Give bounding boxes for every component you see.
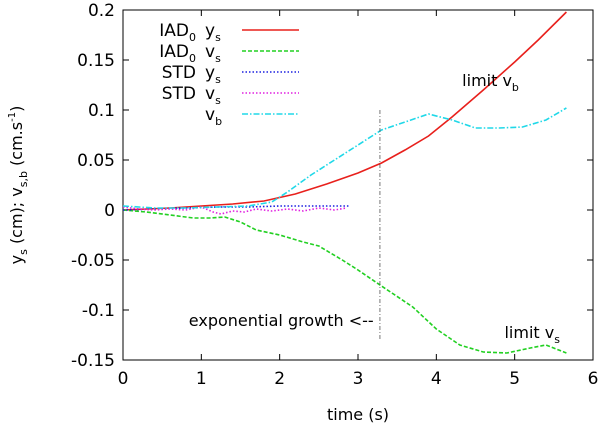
series-line-1 [122, 209, 567, 354]
legend-label-var: vb [205, 105, 222, 128]
legend-label-var: vs [205, 42, 221, 65]
y-tick-label: 0.1 [88, 101, 115, 121]
legend-entry-4: vb [205, 105, 299, 128]
legend-entry-2: STD ys [162, 63, 299, 86]
annotations: exponential growth <-- limit vb limit vs [189, 71, 560, 346]
x-tick-label: 2 [274, 369, 285, 389]
y-tick-label: 0.05 [77, 151, 115, 171]
legend-entry-0: IAD0 ys [159, 21, 299, 44]
axis-ticks: 0 1 2 3 4 5 6 -0.15 -0.1 -0.05 0 0.05 0.1 0.15 0.2 [71, 1, 598, 389]
legend-label-main: STD [162, 84, 196, 104]
annotation-limvs: limit vs [504, 323, 560, 346]
series-line-4 [122, 107, 567, 209]
legend-entry-1: IAD0 vs [159, 42, 299, 65]
y-tick-label: 0.15 [77, 51, 115, 71]
y-axis-label: ys (cm); vs,b (cm.s-1) [7, 106, 30, 265]
legend-label-var: ys [205, 21, 221, 44]
legend-label-var: ys [205, 63, 221, 86]
series-lines [122, 11, 567, 354]
x-tick-label: 1 [196, 369, 207, 389]
x-tick-label: 0 [118, 369, 129, 389]
annotation-limvb: limit vb [462, 71, 519, 94]
y-tick-label: 0 [104, 201, 115, 221]
x-tick-label: 4 [431, 369, 442, 389]
x-tick-label: 5 [509, 369, 520, 389]
x-tick-label: 3 [353, 369, 364, 389]
series-line-0 [122, 11, 567, 211]
x-axis-label: time (s) [327, 405, 389, 424]
y-tick-label: 0.2 [88, 1, 115, 21]
y-tick-label: -0.15 [71, 351, 115, 371]
annotation-exp: exponential growth <-- [189, 311, 374, 330]
legend-label-main: IAD0 [159, 21, 196, 44]
legend-label-main: STD [162, 63, 196, 83]
legend-label-var: vs [205, 84, 221, 107]
legend-label-main: IAD0 [159, 42, 196, 65]
y-tick-label: -0.05 [71, 251, 115, 271]
x-tick-label: 6 [588, 369, 599, 389]
legend-entry-3: STD vs [162, 84, 299, 107]
y-tick-label: -0.1 [82, 301, 115, 321]
